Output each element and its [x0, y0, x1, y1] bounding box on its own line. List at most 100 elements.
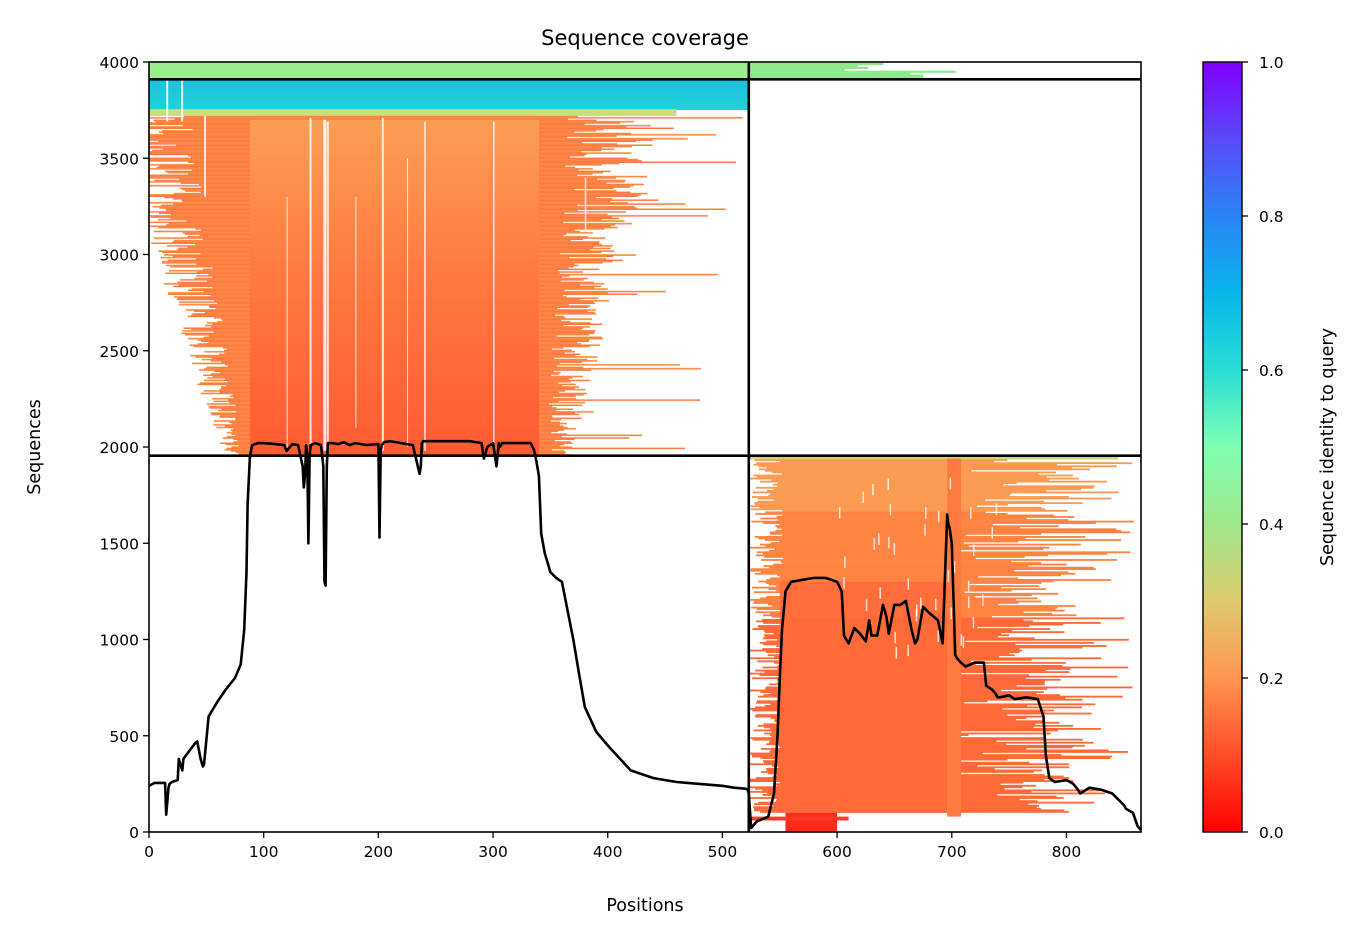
gap-stripe: [924, 524, 926, 536]
colorbar-tick-label: 0.6: [1259, 362, 1284, 380]
colorbar-tick-label: 0.2: [1259, 670, 1284, 688]
heat-row: [760, 517, 1027, 520]
gap-stripe: [181, 79, 184, 122]
heat-block-paired: [149, 62, 749, 79]
heat-row: [149, 116, 743, 119]
gap-stripe: [972, 544, 975, 556]
heat-row: [749, 569, 1015, 572]
gap-stripe: [950, 607, 952, 620]
gap-stripe: [962, 636, 965, 648]
heat-row: [751, 520, 1134, 523]
gap-stripe: [949, 477, 952, 490]
heat-row: [754, 459, 1008, 462]
heat-row: [755, 486, 1094, 489]
gap-stripe: [887, 478, 890, 491]
colorbar-tick-label: 1.0: [1259, 54, 1284, 72]
heat-row: [750, 508, 1046, 511]
gap-stripe: [584, 177, 587, 232]
gap-stripe: [972, 616, 975, 629]
heat-row: [759, 543, 1081, 546]
gap-stripe: [889, 503, 892, 516]
gap-stripe: [920, 597, 922, 610]
coverage-line: [149, 439, 1141, 831]
heat-row: [773, 488, 1081, 491]
heat-row: [758, 468, 1091, 471]
heat-row: [754, 536, 1086, 538]
gap-stripe: [991, 527, 993, 539]
gap-stripe: [895, 647, 898, 659]
heat-core-2: [779, 581, 952, 813]
heat-row: [779, 460, 995, 463]
heat-row: [754, 572, 1076, 575]
heat-row: [770, 542, 964, 544]
heat-row: [769, 549, 956, 552]
heat-row: [753, 474, 1073, 477]
gap-stripe: [309, 117, 312, 451]
gap-stripe: [893, 543, 896, 555]
heat-row: [777, 574, 1061, 577]
x-tick-label: 0: [144, 843, 154, 861]
gap-stripe: [967, 596, 970, 608]
gap-stripe: [873, 538, 875, 550]
heat-row: [771, 479, 1049, 482]
heat-row: [752, 491, 1119, 494]
heat-row: [754, 502, 1083, 505]
x-tick-label: 100: [249, 843, 279, 861]
gap-stripe: [493, 121, 495, 451]
heat-row: [756, 476, 1047, 478]
y-tick-label: 4000: [100, 54, 139, 72]
heat-row: [756, 551, 1131, 554]
heat-row: [782, 514, 1055, 517]
heat-row: [782, 534, 966, 537]
gap-stripe: [424, 121, 426, 451]
heat-row: [769, 566, 1094, 569]
heat-row: [756, 462, 1133, 465]
x-axis-label: Positions: [606, 896, 683, 916]
heat-row: [782, 509, 1068, 512]
heat-row: [748, 70, 956, 73]
heat-row: [748, 66, 868, 70]
gap-stripe: [937, 510, 940, 523]
y-axis-label: Sequences: [25, 399, 45, 494]
heat-bottom-red: [785, 812, 838, 832]
heat-row: [760, 480, 1108, 483]
y-tick-label: 1500: [100, 535, 139, 553]
colorbar-tick-label: 0.0: [1259, 824, 1284, 842]
heat-row: [774, 548, 1044, 551]
heat-row: [780, 560, 1012, 563]
gap-stripes: [166, 79, 998, 659]
gap-stripe: [286, 196, 288, 451]
heat-row: [759, 506, 1042, 509]
heat-row: [766, 489, 1046, 492]
heat-row: [750, 505, 977, 508]
heat-row: [779, 523, 993, 526]
heat-row: [758, 580, 1054, 583]
heat-row: [755, 512, 1008, 515]
gap-stripe: [865, 599, 868, 612]
gap-stripe: [843, 577, 845, 589]
heat-row: [753, 463, 1058, 466]
heat-row: [748, 816, 849, 821]
x-tick-label: 800: [1052, 843, 1082, 861]
heat-row: [754, 503, 1009, 506]
heat-row: [773, 499, 986, 501]
colorbar-tick-label: 0.8: [1259, 208, 1284, 226]
y-tick-label: 500: [109, 728, 139, 746]
y-tick-label: 2500: [100, 343, 139, 361]
x-tick-label: 300: [478, 843, 508, 861]
heat-row: [777, 482, 1017, 485]
heat-row: [750, 568, 1097, 571]
heat-row: [765, 511, 986, 514]
gap-stripe: [960, 634, 963, 646]
x-axis: 0 100 200 300 400 500 600 700 800: [144, 832, 1081, 861]
colorbar: [1202, 61, 1243, 833]
gap-stripe: [355, 196, 357, 428]
heat-row: [772, 471, 1056, 474]
heat-row: [749, 477, 1079, 480]
gap-stripe: [894, 631, 896, 644]
gap-stripe: [967, 580, 970, 593]
heat-row: [764, 555, 1025, 558]
heat-row: [782, 562, 1042, 564]
gap-stripe: [888, 536, 890, 549]
